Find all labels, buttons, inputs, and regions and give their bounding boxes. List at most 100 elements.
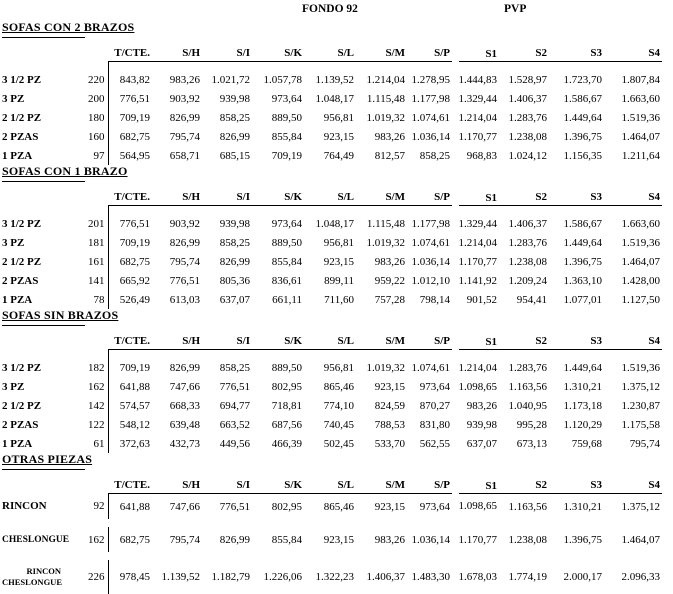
column-header: S/K <box>252 332 304 350</box>
price-cell: 1.230,87 <box>621 399 661 412</box>
price-cell: 1.444,83 <box>458 74 498 86</box>
column-header: S4 <box>604 44 662 62</box>
price-cell: 372,63 <box>107 434 152 453</box>
price-cell: 1.329,44 <box>458 92 498 105</box>
table-row: 2 1/2 PZ 142 574,57 668,33 694,77 718,81 774,1… <box>2 396 662 415</box>
section-title-underline: SOFAS SIN BRAZOS <box>2 309 118 326</box>
price-cell: 1.663,60 <box>621 218 661 230</box>
column-header: T/CTE. <box>108 476 152 494</box>
column-header: S2 <box>499 332 549 350</box>
price-cell: 1.519,36 <box>621 111 661 124</box>
price-cell: 889,50 <box>271 362 302 374</box>
table-row: 3 1/2 PZ 182 709,19 826,99 858,25 889,50 956,8… <box>2 349 662 377</box>
price-cell: 502,45 <box>323 437 354 450</box>
price-cell: 637,07 <box>219 293 250 306</box>
column-header: S/P <box>407 476 452 494</box>
price-cell: 1.019,32 <box>366 111 406 124</box>
price-cell: 1.406,37 <box>508 218 548 230</box>
price-cell: 1.214,04 <box>366 74 406 86</box>
column-header: S/H <box>152 476 202 494</box>
price-cell: 826,99 <box>219 533 250 546</box>
price-cell: 1.214,04 <box>458 236 498 249</box>
price-cell: 1.115,48 <box>366 218 405 230</box>
column-header: S1 <box>452 188 499 206</box>
price-cell: 776,51 <box>219 500 250 513</box>
empty-header-cell <box>66 476 108 494</box>
price-cell: 959,22 <box>374 274 405 287</box>
row-label-line: CHESLONGUE <box>2 577 62 587</box>
price-cell: 923,15 <box>374 380 405 393</box>
quantity-cell: 160 <box>88 130 105 143</box>
price-cell: 1.019,32 <box>366 236 406 249</box>
row-label: 2 1/2 PZ <box>2 111 42 124</box>
price-cell: 1.363,10 <box>563 274 603 287</box>
header-row: T/CTE. S/H S/I S/K S/L S/M S/P S1 S2 S3 S4 <box>2 332 662 350</box>
pvp-group-header: PVP <box>504 3 527 15</box>
price-cell: 776,51 <box>107 205 152 233</box>
price-cell: 983,26 <box>374 130 405 143</box>
price-cell: 668,33 <box>169 399 200 412</box>
price-cell: 802,95 <box>271 380 302 393</box>
price-cell: 889,50 <box>271 111 302 124</box>
price-cell: 1.074,61 <box>411 236 451 249</box>
price-cell: 973,64 <box>419 500 450 513</box>
price-cell: 1.449,64 <box>563 362 603 374</box>
column-header: S3 <box>549 332 604 350</box>
table-row: 2 PZAS 122 548,12 639,48 663,52 687,56 740,45 7… <box>2 415 662 434</box>
price-cell: 1.141,92 <box>458 274 498 287</box>
price-cell: 1.428,00 <box>621 274 661 287</box>
price-cell: 1.375,12 <box>621 380 661 393</box>
price-cell: 973,64 <box>271 218 302 230</box>
row-label: 2 1/2 PZ <box>2 255 42 268</box>
column-header: T/CTE. <box>108 188 152 206</box>
column-header: S/L <box>304 332 356 350</box>
header-row: T/CTE. S/H S/I S/K S/L S/M S/P S1 S2 S3 S4 <box>2 188 662 206</box>
column-header: S/I <box>202 476 252 494</box>
price-cell: 2.000,17 <box>563 571 603 583</box>
price-cell: 1.170,77 <box>458 255 498 268</box>
column-header: S/K <box>252 44 304 62</box>
row-label: RINCON CHESLONGUE <box>2 560 66 594</box>
price-cell: 1.048,17 <box>315 92 355 105</box>
price-cell: 802,95 <box>271 500 302 513</box>
price-cell: 1.283,76 <box>508 362 548 374</box>
price-cell: 747,66 <box>169 380 200 393</box>
table-row: 3 PZ 181 709,19 826,99 858,25 889,50 956,81 1.0… <box>2 233 662 252</box>
quantity-cell: 182 <box>88 362 105 374</box>
quantity-cell: 180 <box>88 111 105 124</box>
price-cell: 1.173,18 <box>563 399 603 412</box>
price-cell: 855,84 <box>271 533 302 546</box>
price-cell: 978,45 <box>107 560 152 594</box>
group-headers: FONDO 92 PVP <box>2 3 673 21</box>
column-header: S/I <box>202 44 252 62</box>
price-cell: 1.182,79 <box>211 571 251 583</box>
price-cell: 824,59 <box>374 399 405 412</box>
price-cell: 637,07 <box>466 437 497 450</box>
price-cell: 923,15 <box>323 255 354 268</box>
row-label: 3 PZ <box>2 236 25 249</box>
price-cell: 776,51 <box>169 274 200 287</box>
empty-header-cell <box>2 188 66 206</box>
price-cell: 709,19 <box>107 108 152 127</box>
price-cell: 718,81 <box>271 399 302 412</box>
quantity-cell: 201 <box>88 218 105 230</box>
price-cell: 1.098,65 <box>458 500 498 513</box>
price-cell: 1.310,21 <box>563 500 603 513</box>
empty-header-cell <box>66 332 108 350</box>
price-cell: 1.036,14 <box>411 533 451 546</box>
empty-header-cell <box>2 476 66 494</box>
price-cell: 709,19 <box>107 233 152 252</box>
section-title-underline: SOFAS CON 2 BRAZOS <box>2 21 134 38</box>
price-cell: 1.238,08 <box>508 130 548 143</box>
price-cell: 1.156,35 <box>563 149 603 162</box>
column-header: S2 <box>499 44 549 62</box>
price-cell: 533,70 <box>374 437 405 450</box>
price-cell: 954,41 <box>516 293 547 306</box>
price-cell: 826,99 <box>169 111 200 124</box>
column-header: S3 <box>549 476 604 494</box>
table-row: 1 PZA 78 526,49 613,03 637,07 661,11 711,60 757… <box>2 290 662 309</box>
price-table: T/CTE. S/H S/I S/K S/L S/M S/P S1 S2 S3 S4 3 1/2 P… <box>2 44 662 165</box>
price-cell: 1.163,56 <box>508 500 548 513</box>
price-section: OTRAS PIEZAS T/CTE. S/H S/I S/K S/L S/M S/P S1 S… <box>2 453 673 594</box>
price-cell: 1.723,70 <box>563 74 603 86</box>
